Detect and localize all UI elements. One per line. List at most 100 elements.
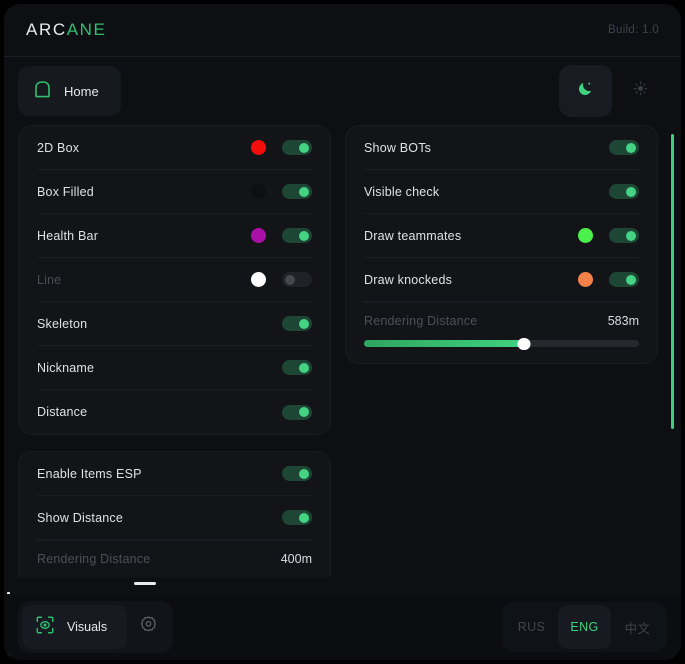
setting-controls [282, 466, 312, 481]
setting-controls [251, 228, 312, 243]
vertical-scrollbar[interactable] [671, 134, 674, 429]
toggle-switch[interactable] [282, 466, 312, 481]
toggle-knob [299, 318, 309, 329]
setting-label: Draw teammates [364, 228, 462, 243]
home-icon [34, 80, 51, 103]
setting-row: Line [37, 258, 312, 302]
language-option-中文[interactable]: 中文 [624, 621, 651, 636]
setting-controls [282, 360, 312, 375]
setting-row: Nickname [37, 346, 312, 390]
sun-icon [633, 81, 648, 101]
setting-label: Nickname [37, 360, 95, 375]
toggle-knob [299, 468, 309, 479]
nav-bar: Home [4, 57, 681, 125]
toggle-switch[interactable] [282, 360, 312, 375]
toggle-knob [299, 142, 309, 153]
setting-row: Health Bar [37, 214, 312, 258]
language-option-rus[interactable]: RUS [517, 620, 546, 634]
setting-label: 2D Box [37, 140, 80, 155]
setting-label: Show BOTs [364, 140, 432, 155]
color-swatch[interactable] [251, 184, 266, 199]
color-swatch[interactable] [578, 272, 593, 287]
setting-row: Distance [37, 390, 312, 434]
build-version-label: Build: 1.0 [608, 24, 659, 36]
setting-row: Skeleton [37, 302, 312, 346]
bottom-tab-group: Visuals [18, 601, 174, 653]
toggle-knob [285, 274, 295, 285]
title-bar: ARCANE Build: 1.0 [4, 4, 681, 57]
setting-controls [251, 140, 312, 155]
right-column: Show BOTs Visible check Draw teammates Draw… [345, 125, 658, 380]
toggle-switch[interactable] [609, 140, 639, 155]
settings-content: 2D Box Box Filled Health Bar Line Skeleton Ni… [4, 125, 681, 595]
toggle-switch[interactable] [282, 184, 312, 199]
color-swatch[interactable] [578, 228, 593, 243]
setting-controls [609, 140, 639, 155]
toggle-switch[interactable] [609, 184, 639, 199]
theme-light-button[interactable] [614, 65, 667, 117]
moon-icon [577, 80, 594, 102]
slider-label: Rendering Distance [37, 552, 151, 566]
language-option-eng[interactable]: ENG [558, 605, 611, 649]
toggle-switch[interactable] [282, 316, 312, 331]
color-swatch[interactable] [251, 228, 266, 243]
slider-header: Rendering Distance 583m [364, 314, 639, 328]
slider-track[interactable] [364, 337, 639, 350]
setting-label: Enable Items ESP [37, 466, 142, 481]
tab-home[interactable]: Home [18, 66, 121, 116]
setting-controls [578, 228, 639, 243]
setting-row: Show BOTs [364, 126, 639, 170]
card-player-esp: 2D Box Box Filled Health Bar Line Skeleton Ni… [18, 125, 331, 435]
gear-icon [139, 615, 158, 639]
slider-header: Rendering Distance 400m [37, 552, 312, 566]
slider-fill [364, 340, 524, 347]
scope-icon [35, 615, 55, 640]
slider-row: Rendering Distance 583m [364, 302, 639, 363]
setting-label: Visible check [364, 184, 440, 199]
setting-label: Draw knockeds [364, 272, 453, 287]
toggle-knob [626, 274, 636, 285]
setting-controls [282, 316, 312, 331]
tab-home-label: Home [64, 83, 99, 99]
toggle-switch[interactable] [609, 272, 639, 287]
card-items-esp: Enable Items ESP Show Distance Rendering D… [18, 451, 331, 577]
setting-controls [251, 184, 312, 199]
setting-row: 2D Box [37, 126, 312, 170]
logo-text-accent: ANE [66, 20, 107, 39]
color-swatch[interactable] [251, 272, 266, 287]
slider-value: 583m [607, 314, 639, 328]
toggle-switch[interactable] [609, 228, 639, 243]
tab-visuals[interactable]: Visuals [22, 605, 128, 649]
panel-resize-handle[interactable] [134, 582, 156, 585]
setting-controls [251, 272, 312, 287]
bottom-bar: Visuals RUS ENG 中文 [4, 594, 681, 660]
toggle-switch[interactable] [282, 272, 312, 287]
setting-label: Skeleton [37, 316, 88, 331]
toggle-knob [299, 230, 309, 241]
setting-row: Box Filled [37, 170, 312, 214]
toggle-switch[interactable] [282, 510, 312, 525]
app-logo: ARCANE [26, 20, 106, 40]
left-column: 2D Box Box Filled Health Bar Line Skeleton Ni… [18, 125, 331, 577]
toggle-knob [299, 186, 309, 197]
toggle-switch[interactable] [282, 228, 312, 243]
slider-label: Rendering Distance [364, 314, 478, 328]
settings-button[interactable] [127, 605, 169, 649]
toggle-switch[interactable] [282, 140, 312, 155]
theme-toggle-group [559, 65, 667, 117]
theme-dark-button[interactable] [559, 65, 612, 117]
slider-thumb[interactable] [517, 337, 530, 350]
color-swatch[interactable] [251, 140, 266, 155]
toggle-switch[interactable] [282, 404, 312, 420]
setting-row: Draw knockeds [364, 258, 639, 302]
setting-label: Health Bar [37, 228, 99, 243]
slider-row: Rendering Distance 400m [37, 540, 312, 577]
toggle-knob [626, 230, 636, 241]
toggle-knob [626, 142, 636, 153]
setting-label: Line [37, 272, 62, 287]
setting-controls [578, 272, 639, 287]
setting-controls [282, 404, 312, 420]
setting-row: Visible check [364, 170, 639, 214]
toggle-knob [299, 512, 309, 523]
language-selector: RUS ENG 中文 [502, 602, 667, 652]
